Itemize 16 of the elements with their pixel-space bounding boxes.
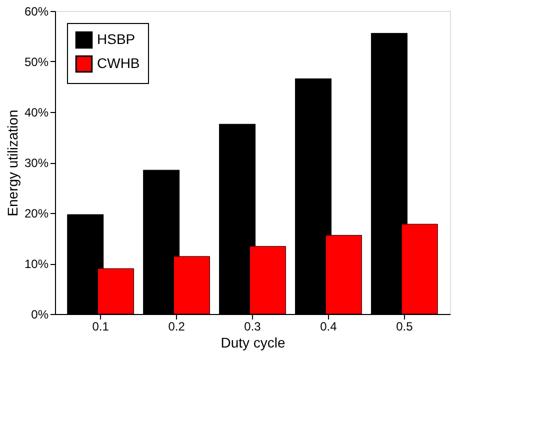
y-tick-label: 40% [24,106,49,120]
y-tick-label: 30% [24,156,49,170]
y-axis-title: Energy utilization [4,110,20,216]
y-tick-label: 10% [24,257,49,271]
legend-label: HSBP [97,31,136,47]
x-axis-title: Duty cycle [220,334,286,350]
y-tick-label: 20% [24,206,49,220]
x-tick-label: 0.3 [244,320,262,334]
y-tick-label: 50% [24,55,49,69]
legend-label: CWHB [97,55,140,71]
x-tick-label: 0.4 [320,320,338,334]
x-tick-label: 0.2 [168,320,186,334]
y-tick-label: 60% [24,4,49,18]
x-tick-label: 0.1 [92,320,110,334]
x-tick-label: 0.5 [396,320,414,334]
y-tick-label: 0% [31,308,49,322]
